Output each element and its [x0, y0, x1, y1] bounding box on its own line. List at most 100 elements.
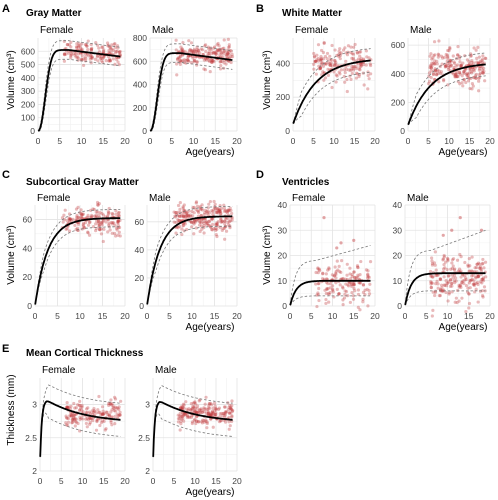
data-point	[313, 55, 317, 59]
data-point	[84, 407, 89, 411]
x-tick-label: 0	[36, 136, 41, 146]
data-point	[186, 55, 190, 59]
data-point	[182, 403, 186, 407]
data-point	[64, 423, 68, 427]
data-point	[477, 89, 481, 93]
data-point	[200, 217, 204, 222]
data-point	[228, 219, 233, 223]
data-point	[200, 421, 204, 425]
data-point	[454, 276, 458, 280]
data-point	[317, 286, 321, 291]
upper-percentile-line	[34, 209, 121, 305]
x-tick-label: 0	[145, 311, 150, 321]
data-point	[210, 217, 214, 221]
data-point	[86, 223, 91, 227]
data-point	[104, 220, 108, 224]
data-point	[86, 230, 90, 234]
data-point	[324, 272, 328, 276]
data-point	[227, 420, 231, 424]
data-point	[452, 65, 456, 70]
data-point	[181, 405, 185, 409]
data-point	[438, 287, 443, 291]
data-point	[458, 252, 462, 257]
data-point	[208, 199, 212, 204]
data-point	[81, 417, 85, 421]
data-point	[107, 45, 112, 49]
data-point	[450, 281, 454, 285]
data-point	[470, 82, 474, 86]
data-point	[112, 42, 116, 46]
lower-percentile-line	[150, 62, 233, 132]
data-point	[65, 43, 69, 47]
data-point	[100, 212, 104, 216]
data-point	[439, 54, 444, 58]
data-point	[470, 87, 474, 91]
data-point	[209, 412, 213, 417]
data-point	[351, 65, 355, 69]
data-point	[214, 232, 218, 237]
data-point	[322, 41, 326, 45]
data-point	[94, 210, 98, 214]
y-tick-label: 800	[133, 33, 147, 43]
median-curve	[39, 400, 121, 457]
data-point	[222, 38, 226, 42]
data-point	[200, 418, 205, 422]
data-point	[78, 408, 82, 412]
data-point	[71, 419, 75, 423]
data-point	[317, 298, 321, 303]
data-point	[212, 401, 217, 405]
data-point	[107, 211, 111, 215]
data-point	[106, 212, 110, 216]
data-point	[466, 79, 471, 83]
x-tick-label: 15	[99, 136, 109, 146]
data-point	[215, 234, 219, 239]
data-point	[230, 415, 234, 419]
data-point	[108, 402, 112, 406]
data-point	[212, 199, 216, 204]
data-point	[185, 58, 189, 62]
data-point	[333, 62, 337, 66]
data-point	[108, 228, 112, 232]
data-point	[196, 209, 200, 213]
data-point	[214, 411, 218, 415]
data-point	[436, 71, 440, 76]
data-point	[95, 419, 99, 424]
data-point	[62, 52, 67, 56]
data-point	[460, 280, 464, 284]
data-point	[341, 48, 346, 52]
data-point	[204, 411, 208, 415]
data-point	[429, 282, 433, 286]
data-point	[470, 255, 474, 259]
data-point	[97, 213, 101, 217]
data-point	[318, 58, 322, 62]
data-point	[73, 53, 77, 57]
data-point	[113, 231, 117, 236]
median-curve	[146, 215, 233, 305]
data-point	[101, 45, 105, 49]
data-point	[458, 72, 462, 76]
data-point	[89, 208, 93, 212]
grid-lines	[37, 38, 126, 132]
data-point	[216, 220, 220, 224]
data-point	[190, 407, 194, 411]
data-point	[470, 59, 474, 63]
y-tick-label: 200	[276, 92, 290, 102]
data-point	[327, 266, 331, 270]
y-tick-label: 0	[27, 301, 32, 311]
data-point	[429, 63, 433, 67]
data-point	[98, 423, 102, 428]
data-point	[217, 44, 221, 48]
y-tick-label: 100	[21, 113, 35, 123]
data-point	[325, 277, 329, 281]
data-point	[69, 219, 73, 223]
data-point	[78, 415, 82, 419]
data-point	[480, 293, 485, 298]
data-point	[429, 69, 433, 73]
data-point	[209, 413, 214, 417]
data-point	[357, 67, 361, 71]
data-point	[454, 279, 458, 283]
data-point	[222, 405, 227, 409]
data-point	[217, 49, 221, 53]
data-point	[96, 203, 100, 207]
